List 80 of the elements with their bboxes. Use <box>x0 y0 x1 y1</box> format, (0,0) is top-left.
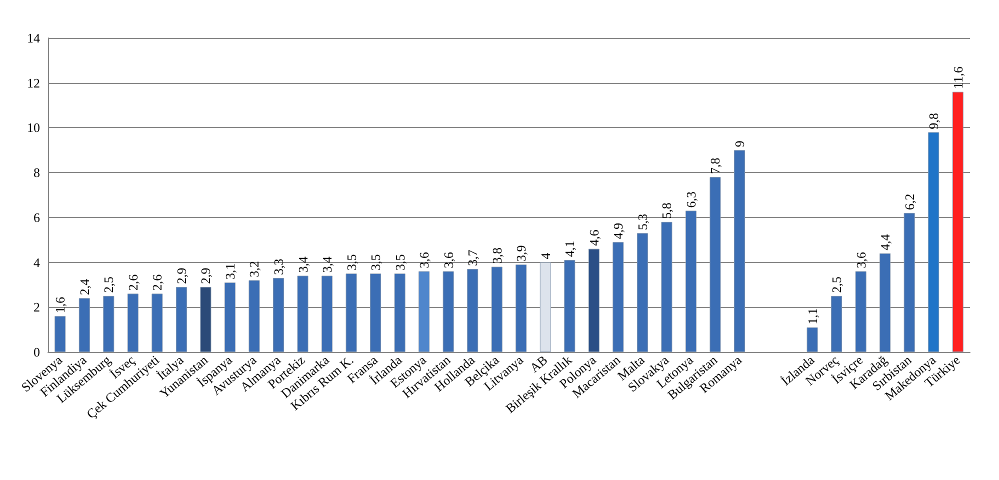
data-label: 6,3 <box>683 191 698 208</box>
bar <box>370 274 382 352</box>
bar <box>418 271 430 352</box>
data-label: 5,8 <box>659 202 674 219</box>
data-label: 2,5 <box>101 276 116 293</box>
data-label: 2,9 <box>198 268 214 284</box>
bar <box>806 327 818 352</box>
data-label: 4,4 <box>878 234 893 250</box>
bar <box>442 271 454 352</box>
bar <box>200 286 212 352</box>
data-label: 9,8 <box>926 112 942 130</box>
bar <box>273 278 284 352</box>
data-label: 3,6 <box>853 252 868 268</box>
bar <box>103 296 114 352</box>
y-tick-label: 2 <box>34 300 40 315</box>
data-label: 3,5 <box>344 254 359 270</box>
data-label: 2,6 <box>150 274 165 291</box>
bar <box>588 248 600 352</box>
bar <box>176 286 187 352</box>
data-label: 3,8 <box>489 248 504 264</box>
bar <box>636 233 648 352</box>
data-label: 2,9 <box>174 268 189 284</box>
data-label: 3,7 <box>465 249 480 266</box>
data-label: 3,2 <box>246 260 262 278</box>
data-label: 6,2 <box>902 194 917 210</box>
bar <box>322 276 333 352</box>
data-label: 2,5 <box>829 276 844 293</box>
bar <box>928 132 940 352</box>
bar <box>516 264 527 352</box>
bar <box>248 280 260 352</box>
bar <box>152 294 163 352</box>
bar <box>491 266 502 352</box>
bar <box>661 222 672 352</box>
data-label: 1,6 <box>52 296 68 314</box>
data-label: 11,6 <box>950 66 966 89</box>
data-label: 3,5 <box>368 254 384 270</box>
bar <box>855 271 866 352</box>
data-label: 4,9 <box>610 222 626 240</box>
bar <box>612 242 624 352</box>
bar <box>710 177 721 352</box>
data-label: 4,6 <box>586 229 602 246</box>
data-label: 1,1 <box>804 308 820 324</box>
data-label: 3,6 <box>440 252 456 268</box>
bar <box>297 276 308 352</box>
y-tick-label: 4 <box>34 254 40 270</box>
bar <box>127 294 138 352</box>
data-label: 5,3 <box>634 214 650 230</box>
bar <box>564 260 576 352</box>
bar <box>78 298 90 352</box>
bar <box>685 210 696 352</box>
bar <box>734 150 745 352</box>
bar <box>831 296 842 352</box>
data-label: 4 <box>538 252 553 260</box>
data-label: 3,1 <box>222 263 238 280</box>
y-tick-label: 6 <box>34 210 40 225</box>
y-tick-label: 0 <box>34 344 40 360</box>
bar <box>394 274 406 352</box>
data-label: 7,8 <box>708 158 723 174</box>
data-label: 3,9 <box>514 245 529 262</box>
bar <box>346 274 357 352</box>
y-tick-label: 12 <box>27 75 40 90</box>
data-label: 3,5 <box>392 254 408 270</box>
data-label: 9 <box>732 140 747 148</box>
bar <box>540 262 551 352</box>
data-label: 3,4 <box>295 256 310 273</box>
bar <box>224 282 236 352</box>
data-label: 3,3 <box>271 258 286 275</box>
bar <box>880 253 891 352</box>
y-tick-label: 8 <box>34 165 40 180</box>
bar <box>467 269 478 352</box>
data-label: 2,4 <box>76 278 92 296</box>
data-label: 4,1 <box>562 240 578 258</box>
y-tick-label: 10 <box>27 120 40 136</box>
y-tick-label: 14 <box>27 30 40 46</box>
data-label: 3,6 <box>416 252 432 268</box>
data-label: 2,6 <box>125 274 140 291</box>
data-label: 3,4 <box>320 256 335 273</box>
bar <box>54 316 66 352</box>
bar <box>952 92 964 352</box>
bar <box>904 212 915 352</box>
